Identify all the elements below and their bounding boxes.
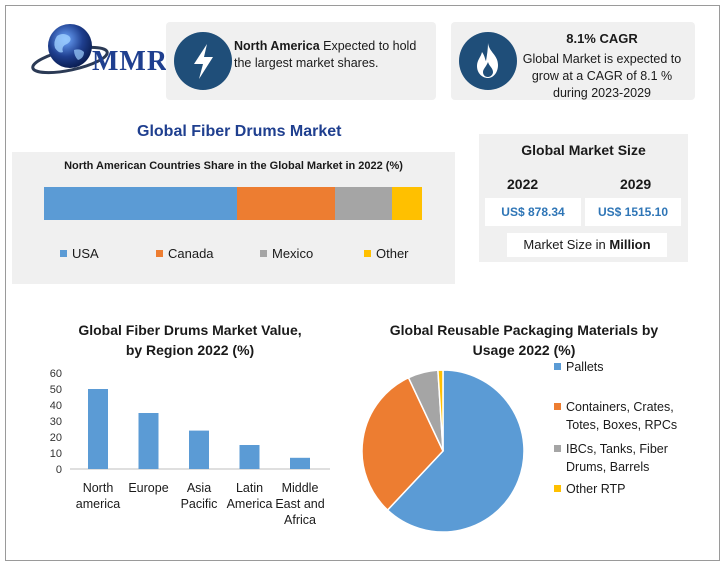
legend-swatch (554, 363, 561, 370)
share-legend-usa: USA (60, 246, 99, 261)
x-tick-label: america (76, 497, 121, 511)
pie-legend-item: Other RTP (554, 480, 704, 498)
legend-swatch (156, 250, 163, 257)
share-legend-mexico: Mexico (260, 246, 313, 261)
year-2029: 2029 (620, 176, 652, 192)
unit-label: Market Size in Million (507, 233, 667, 257)
legend-swatch (260, 250, 267, 257)
region-bar (290, 457, 310, 469)
legend-swatch (554, 403, 561, 410)
unit-bold: Million (609, 237, 651, 252)
legend-label-line: Pallets (566, 360, 604, 374)
y-tick-label: 0 (56, 464, 62, 476)
legend-swatch (554, 445, 561, 452)
value-2022: US$ 878.34 (485, 198, 581, 226)
year-2022: 2022 (507, 176, 539, 192)
stacked-share-bar (44, 187, 422, 220)
region-bar-chart: 0 10 20 30 40 50 60 North america Europe Asia Pacif… (50, 368, 330, 527)
y-tick-label: 10 (50, 448, 62, 460)
pie-slice (386, 369, 525, 533)
globe-icon (31, 24, 109, 75)
legend-label: Pallets (566, 358, 604, 376)
legend-label: Other RTP (566, 480, 626, 498)
north-america-text: North America Expected to hold the large… (234, 38, 434, 72)
pie-slice (361, 376, 444, 512)
share-chart-title: North American Countries Share in the Gl… (64, 160, 403, 172)
usage-pie-chart (361, 369, 525, 533)
north-america-share-panel: North American Countries Share in the Gl… (12, 152, 455, 284)
legend-label: IBCs, Tanks, Fiber Drums, Barrels (566, 440, 668, 476)
cagr-text: 8.1% CAGR Global Market is expected to g… (521, 30, 683, 102)
share-segment-other (391, 187, 422, 220)
pie-chart-title-line2: Usage 2022 (%) (472, 342, 576, 358)
region-bar (239, 445, 260, 469)
pie-chart-title: Global Reusable Packaging Materials by U… (384, 320, 664, 360)
pie-slice (437, 369, 444, 452)
share-legend: USA Canada Mexico Other (60, 246, 440, 262)
legend-label: Mexico (272, 246, 314, 261)
cagr-description: Global Market is expected to grow at a C… (522, 52, 682, 100)
mmr-logo: MMR (30, 20, 167, 80)
share-segment-canada (236, 187, 336, 220)
market-size-panel: Global Market Size 2022 2029 US$ 878.34 … (479, 134, 688, 262)
north-america-card: North America Expected to hold the large… (166, 22, 436, 100)
main-title: Global Fiber Drums Market (137, 123, 342, 140)
x-tick-label: Africa (284, 513, 316, 527)
north-america-rest: Expected to hold the largest market shar… (234, 39, 417, 70)
share-segment-mexico (335, 187, 392, 220)
lightning-icon (174, 32, 232, 90)
legend-swatch (554, 485, 561, 492)
region-chart-title: Global Fiber Drums Market Value, by Regi… (60, 320, 320, 360)
region-chart-title-line1: Global Fiber Drums Market Value, (78, 322, 302, 338)
legend-label-line: Containers, Crates, (566, 400, 674, 414)
x-tick-label: East and (275, 497, 324, 511)
y-tick-label: 20 (50, 432, 62, 444)
share-segment-usa (44, 187, 237, 220)
market-size-title: Global Market Size (521, 142, 646, 158)
x-tick-label: America (227, 497, 273, 511)
legend-label: Containers, Crates, Totes, Boxes, RPCs (566, 398, 677, 434)
pie-chart-title-line1: Global Reusable Packaging Materials by (389, 322, 659, 338)
cagr-title: 8.1% CAGR (566, 31, 638, 46)
x-tick-label: Europe (128, 481, 168, 495)
pie-legend-item: Pallets (554, 358, 704, 376)
share-legend-canada: Canada (156, 246, 214, 261)
x-tick-label: North (83, 481, 114, 495)
y-tick-label: 50 (50, 384, 62, 396)
legend-label: USA (72, 246, 99, 261)
region-chart-title-line2: by Region 2022 (%) (125, 342, 255, 358)
legend-swatch (60, 250, 67, 257)
y-tick-label: 30 (50, 416, 62, 428)
flame-icon (459, 32, 517, 90)
region-bar (189, 430, 209, 469)
x-tick-label: Pacific (181, 497, 218, 511)
unit-prefix: Market Size in (523, 237, 610, 252)
x-tick-label: Asia (187, 481, 211, 495)
legend-label-line: Drums, Barrels (566, 460, 650, 474)
y-tick-label: 40 (50, 400, 62, 412)
legend-label: Other (376, 246, 409, 261)
legend-label: Canada (168, 246, 214, 261)
north-america-bold: North America (234, 39, 320, 53)
legend-label-line: Totes, Boxes, RPCs (566, 418, 678, 432)
region-bar (88, 389, 108, 469)
region-bar (138, 413, 159, 469)
y-tick-label: 60 (50, 368, 62, 380)
x-tick-label: Latin (236, 481, 263, 495)
value-2029: US$ 1515.10 (585, 198, 681, 226)
share-legend-other: Other (364, 246, 409, 261)
pie-legend-item: Containers, Crates, Totes, Boxes, RPCs (554, 398, 704, 434)
pie-legend-item: IBCs, Tanks, Fiber Drums, Barrels (554, 440, 704, 476)
legend-label-line: Other RTP (566, 482, 626, 496)
brand-name: MMR (92, 46, 169, 77)
legend-swatch (364, 250, 371, 257)
cagr-card: 8.1% CAGR Global Market is expected to g… (451, 22, 695, 100)
legend-label-line: IBCs, Tanks, Fiber (566, 442, 668, 456)
x-tick-label: Middle (282, 481, 319, 495)
